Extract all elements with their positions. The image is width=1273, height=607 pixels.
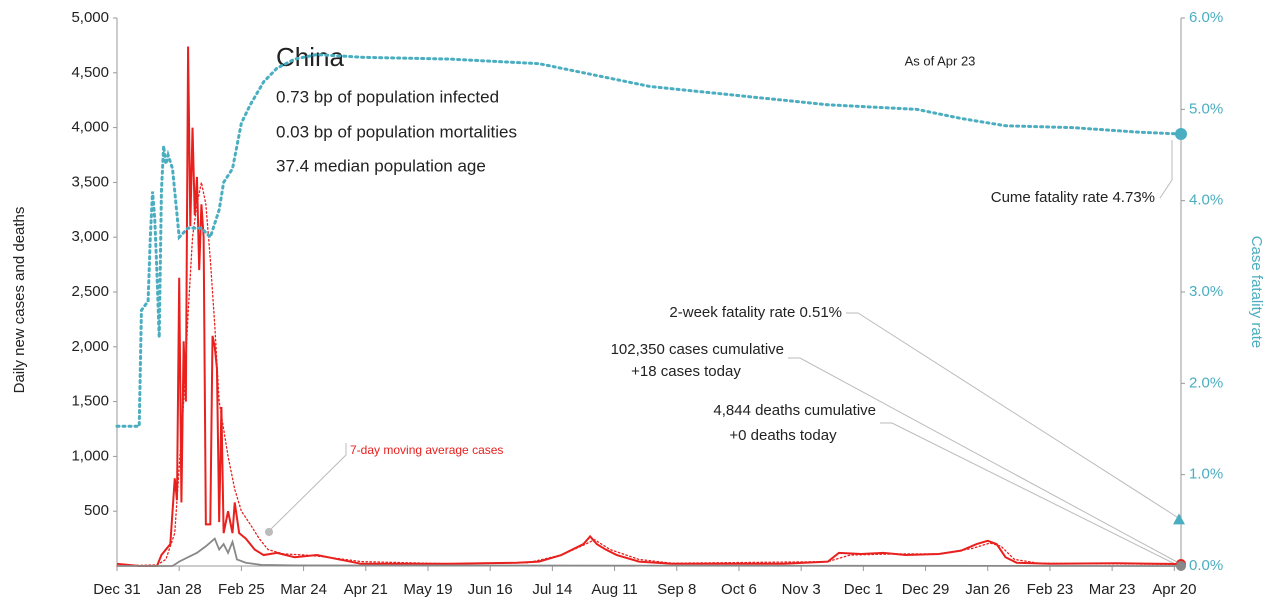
y-tick-label: 4,000: [71, 119, 109, 136]
x-tick-label: Sep 8: [657, 581, 696, 598]
x-tick-label: Mar 23: [1089, 581, 1136, 598]
annotation: 102,350 cases cumulative: [611, 341, 784, 358]
x-tick-label: Jun 16: [468, 581, 513, 598]
annotation: +18 cases today: [631, 363, 741, 380]
y-tick-label: 2,500: [71, 283, 109, 300]
x-tick-label: May 19: [403, 581, 452, 598]
x-tick-label: Nov 3: [782, 581, 821, 598]
leader-lines: [269, 140, 1178, 566]
annotation: Cume fatality rate 4.73%: [991, 189, 1155, 206]
leader-line: [880, 422, 1178, 566]
y2-tick-label: 5.0%: [1189, 100, 1223, 117]
y-tick-label: 3,000: [71, 228, 109, 245]
y-tick-label: 500: [84, 502, 109, 519]
y-tick-label: 1,500: [71, 393, 109, 410]
y2-tick-label: 6.0%: [1189, 9, 1223, 26]
y-tick-label: 1,000: [71, 447, 109, 464]
series-line: [117, 537, 1182, 567]
as-of: As of Apr 23: [905, 53, 976, 68]
leader-line: [846, 312, 1178, 518]
y2-axis-label: Case fatality rate: [1248, 236, 1265, 349]
series-label: 7-day moving average cases: [350, 443, 503, 457]
info-text: 0.73 bp of population infected: [276, 87, 499, 106]
x-tick-label: Aug 11: [591, 581, 637, 598]
x-tick-label: Dec 31: [93, 581, 141, 598]
x-tick-label: Dec 29: [902, 581, 950, 598]
x-tick-label: Dec 1: [844, 581, 883, 598]
x-tick-label: Oct 6: [721, 581, 757, 598]
x-tick-label: Apr 21: [344, 581, 388, 598]
series-line: [115, 53, 1183, 428]
annotation: +0 deaths today: [729, 427, 837, 444]
x-tick-label: Mar 24: [280, 581, 327, 598]
info-text: 37.4 median population age: [276, 156, 486, 175]
y2-tick-label: 2.0%: [1189, 374, 1223, 391]
y-tick-label: 3,500: [71, 173, 109, 190]
annotation: 2-week fatality rate 0.51%: [669, 304, 842, 321]
y-tick-label: 5,000: [71, 9, 109, 26]
y2-tick-label: 1.0%: [1189, 466, 1223, 483]
y-tick-label: 2,000: [71, 338, 109, 355]
end-marker: [1175, 127, 1187, 140]
x-tick-label: Jul 14: [532, 581, 572, 598]
series-line: [116, 182, 1182, 567]
y2-tick-label: 0.0%: [1189, 557, 1223, 574]
two-week-marker: [1173, 513, 1185, 525]
x-tick-label: Feb 25: [218, 581, 265, 598]
leader-dot: [265, 528, 273, 536]
x-tick-label: Jan 26: [965, 581, 1010, 598]
leader-line: [788, 357, 1178, 563]
y2-tick-label: 3.0%: [1189, 283, 1223, 300]
y2-tick-label: 4.0%: [1189, 192, 1223, 209]
info-text: 0.03 bp of population mortalities: [276, 122, 517, 141]
y-axis-label: Daily new cases and deaths: [11, 207, 28, 394]
x-tick-label: Jan 28: [157, 581, 202, 598]
annotation: 4,844 deaths cumulative: [713, 402, 876, 419]
x-tick-label: Feb 23: [1027, 581, 1074, 598]
leader-line: [1159, 140, 1173, 199]
leader-line: [269, 443, 347, 531]
x-tick-label: Apr 20: [1152, 581, 1196, 598]
y-tick-label: 4,500: [71, 64, 109, 81]
end-marker: [1176, 561, 1186, 571]
